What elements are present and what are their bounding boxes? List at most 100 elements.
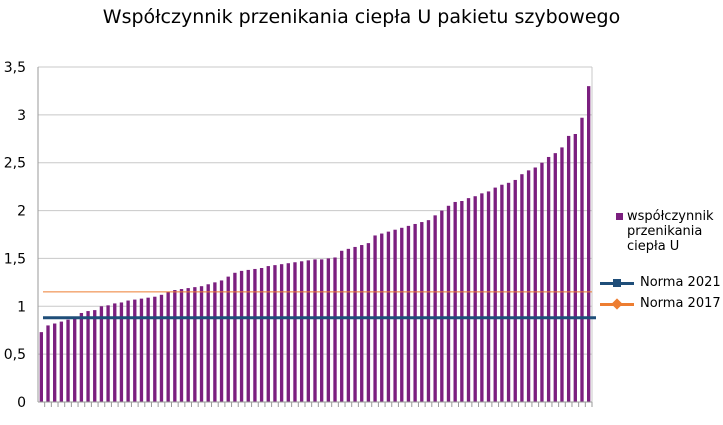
- bar: [520, 174, 524, 402]
- bar: [126, 300, 130, 402]
- diamond-marker-icon: [611, 298, 623, 310]
- bar: [573, 134, 577, 402]
- norm-line-layer: [43, 291, 596, 320]
- bar: [293, 262, 297, 402]
- bar: [206, 284, 210, 402]
- bar: [139, 298, 144, 402]
- bar: [286, 263, 290, 402]
- legend-item-norma-2021: Norma 2021: [600, 275, 723, 291]
- bar: [526, 170, 531, 402]
- bar: [426, 220, 431, 402]
- legend: współczynnik przenikania ciepła U: [616, 209, 721, 258]
- bar: [66, 319, 70, 402]
- y-tick-label: 3: [17, 108, 26, 124]
- bar: [540, 162, 544, 402]
- bar: [313, 259, 317, 402]
- legend-bar-swatch: [616, 213, 623, 220]
- legend-label-norma-2017: Norma 2017: [640, 296, 721, 311]
- bar: [233, 272, 237, 402]
- bar: [153, 296, 157, 402]
- y-tick-label: 2,5: [4, 156, 26, 172]
- bar: [259, 268, 264, 402]
- bar: [433, 215, 437, 402]
- bar: [533, 167, 537, 402]
- bar: [306, 260, 310, 402]
- bar: [546, 156, 551, 402]
- bar: [99, 306, 104, 402]
- bar: [553, 153, 557, 402]
- bar: [93, 310, 97, 402]
- bar: [353, 246, 357, 402]
- bar: [253, 268, 257, 402]
- bar: [106, 305, 110, 402]
- bar: [493, 187, 497, 402]
- bar: [279, 264, 284, 402]
- bar: [266, 266, 270, 402]
- bar: [480, 193, 484, 402]
- bar: [46, 325, 50, 402]
- y-tick-label: 3,5: [4, 60, 26, 76]
- legend-item-bars: współczynnik przenikania ciepła U: [616, 209, 721, 254]
- bar: [460, 201, 464, 402]
- bar: [73, 318, 77, 402]
- bar: [273, 265, 277, 402]
- bar: [473, 196, 477, 402]
- bar: [406, 225, 411, 402]
- bar: [393, 229, 397, 402]
- axis-layer: 0 0,5 1 1,5 2 2,5 3 3,5: [4, 60, 593, 411]
- bar: [320, 259, 324, 402]
- y-tick-label: 1: [17, 299, 26, 315]
- chart-title: Współczynnik przenikania ciepła U pakiet…: [102, 6, 621, 28]
- bar: [186, 288, 190, 402]
- bar-layer: [39, 86, 591, 403]
- bar: [560, 147, 564, 402]
- bar: [159, 294, 164, 402]
- bar: [586, 86, 591, 403]
- bar: [420, 222, 424, 402]
- legend-label-norma-2021: Norma 2021: [640, 275, 721, 290]
- bar: [53, 323, 57, 402]
- legend-bar-label: współczynnik przenikania ciepła U: [627, 209, 714, 254]
- bar: [59, 321, 64, 402]
- bar: [453, 201, 457, 402]
- bar: [366, 243, 371, 402]
- bar: [486, 191, 491, 402]
- y-tick-label: 0,5: [4, 347, 26, 363]
- y-tick-label: 0: [17, 395, 26, 411]
- bar: [566, 135, 571, 402]
- bar: [400, 227, 404, 402]
- bar: [133, 299, 137, 402]
- bar: [333, 257, 337, 402]
- bar: [173, 290, 177, 402]
- bar: [193, 287, 197, 402]
- bar: [226, 276, 230, 402]
- bar: [513, 179, 517, 402]
- bar: [86, 311, 90, 402]
- bar: [440, 210, 444, 402]
- bar: [119, 302, 124, 402]
- bar: [446, 205, 451, 402]
- bar: [360, 245, 364, 402]
- bar: [146, 297, 150, 402]
- bar: [466, 198, 471, 402]
- square-marker-icon: [613, 279, 621, 287]
- bar: [239, 270, 244, 402]
- y-tick-label: 1,5: [4, 251, 26, 267]
- y-tick-label: 2: [17, 204, 26, 220]
- bar: [39, 332, 44, 402]
- bar: [299, 261, 304, 402]
- bar: [179, 289, 184, 402]
- bar: [246, 269, 250, 402]
- bar: [413, 223, 417, 402]
- bar: [346, 248, 351, 402]
- bar: [199, 286, 204, 402]
- bar: [79, 312, 84, 402]
- bar: [500, 184, 504, 402]
- bar: [340, 250, 344, 402]
- bar: [219, 280, 224, 402]
- bar: [580, 117, 584, 402]
- bar: [326, 258, 331, 402]
- bar: [166, 291, 170, 402]
- bar: [113, 303, 117, 402]
